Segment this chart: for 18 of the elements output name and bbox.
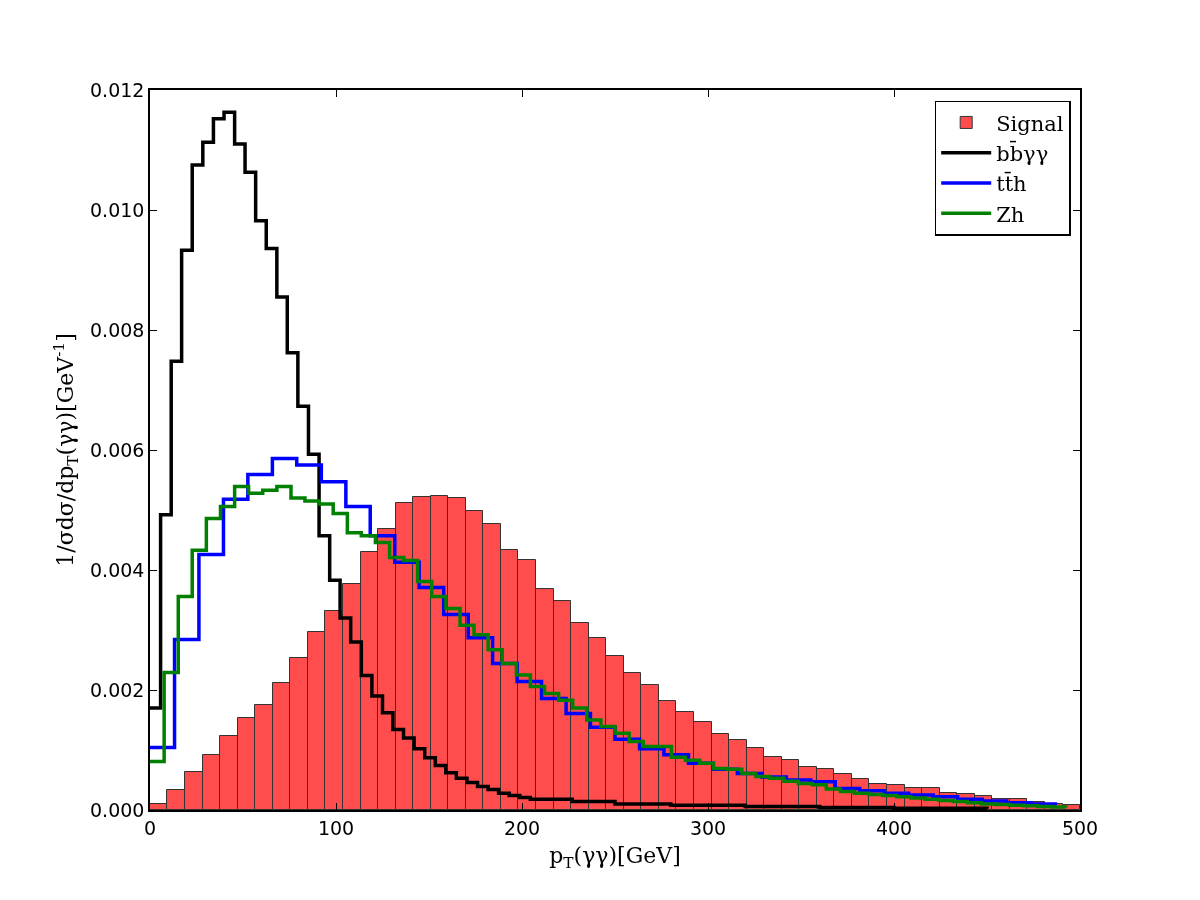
y-tick-label: 0.006 (90, 438, 145, 461)
x-tick-label: 200 (503, 816, 541, 839)
y-tick-label: 0.010 (90, 198, 145, 221)
legend-label: Zh (996, 202, 1025, 227)
y-tick-label: 0.000 (90, 798, 145, 821)
x-tick-label: 500 (1061, 816, 1099, 839)
x-tick-label: 0 (143, 816, 157, 839)
y-tick-label: 0.002 (90, 678, 145, 701)
y-tick-label: 0.008 (90, 318, 145, 341)
x-tick-label: 400 (875, 816, 913, 839)
x-tick-label: 100 (317, 816, 355, 839)
legend-label: Signal (996, 111, 1064, 136)
y-tick-label: 0.012 (90, 78, 145, 101)
x-tick-label: 300 (689, 816, 727, 839)
legend-label: tt̄h (996, 170, 1027, 197)
y-tick-label: 0.004 (90, 558, 145, 581)
x-axis-title: p$_{T}$(γγ)[GeV] (549, 842, 681, 872)
legend-label: bb̄γγ (996, 140, 1049, 166)
